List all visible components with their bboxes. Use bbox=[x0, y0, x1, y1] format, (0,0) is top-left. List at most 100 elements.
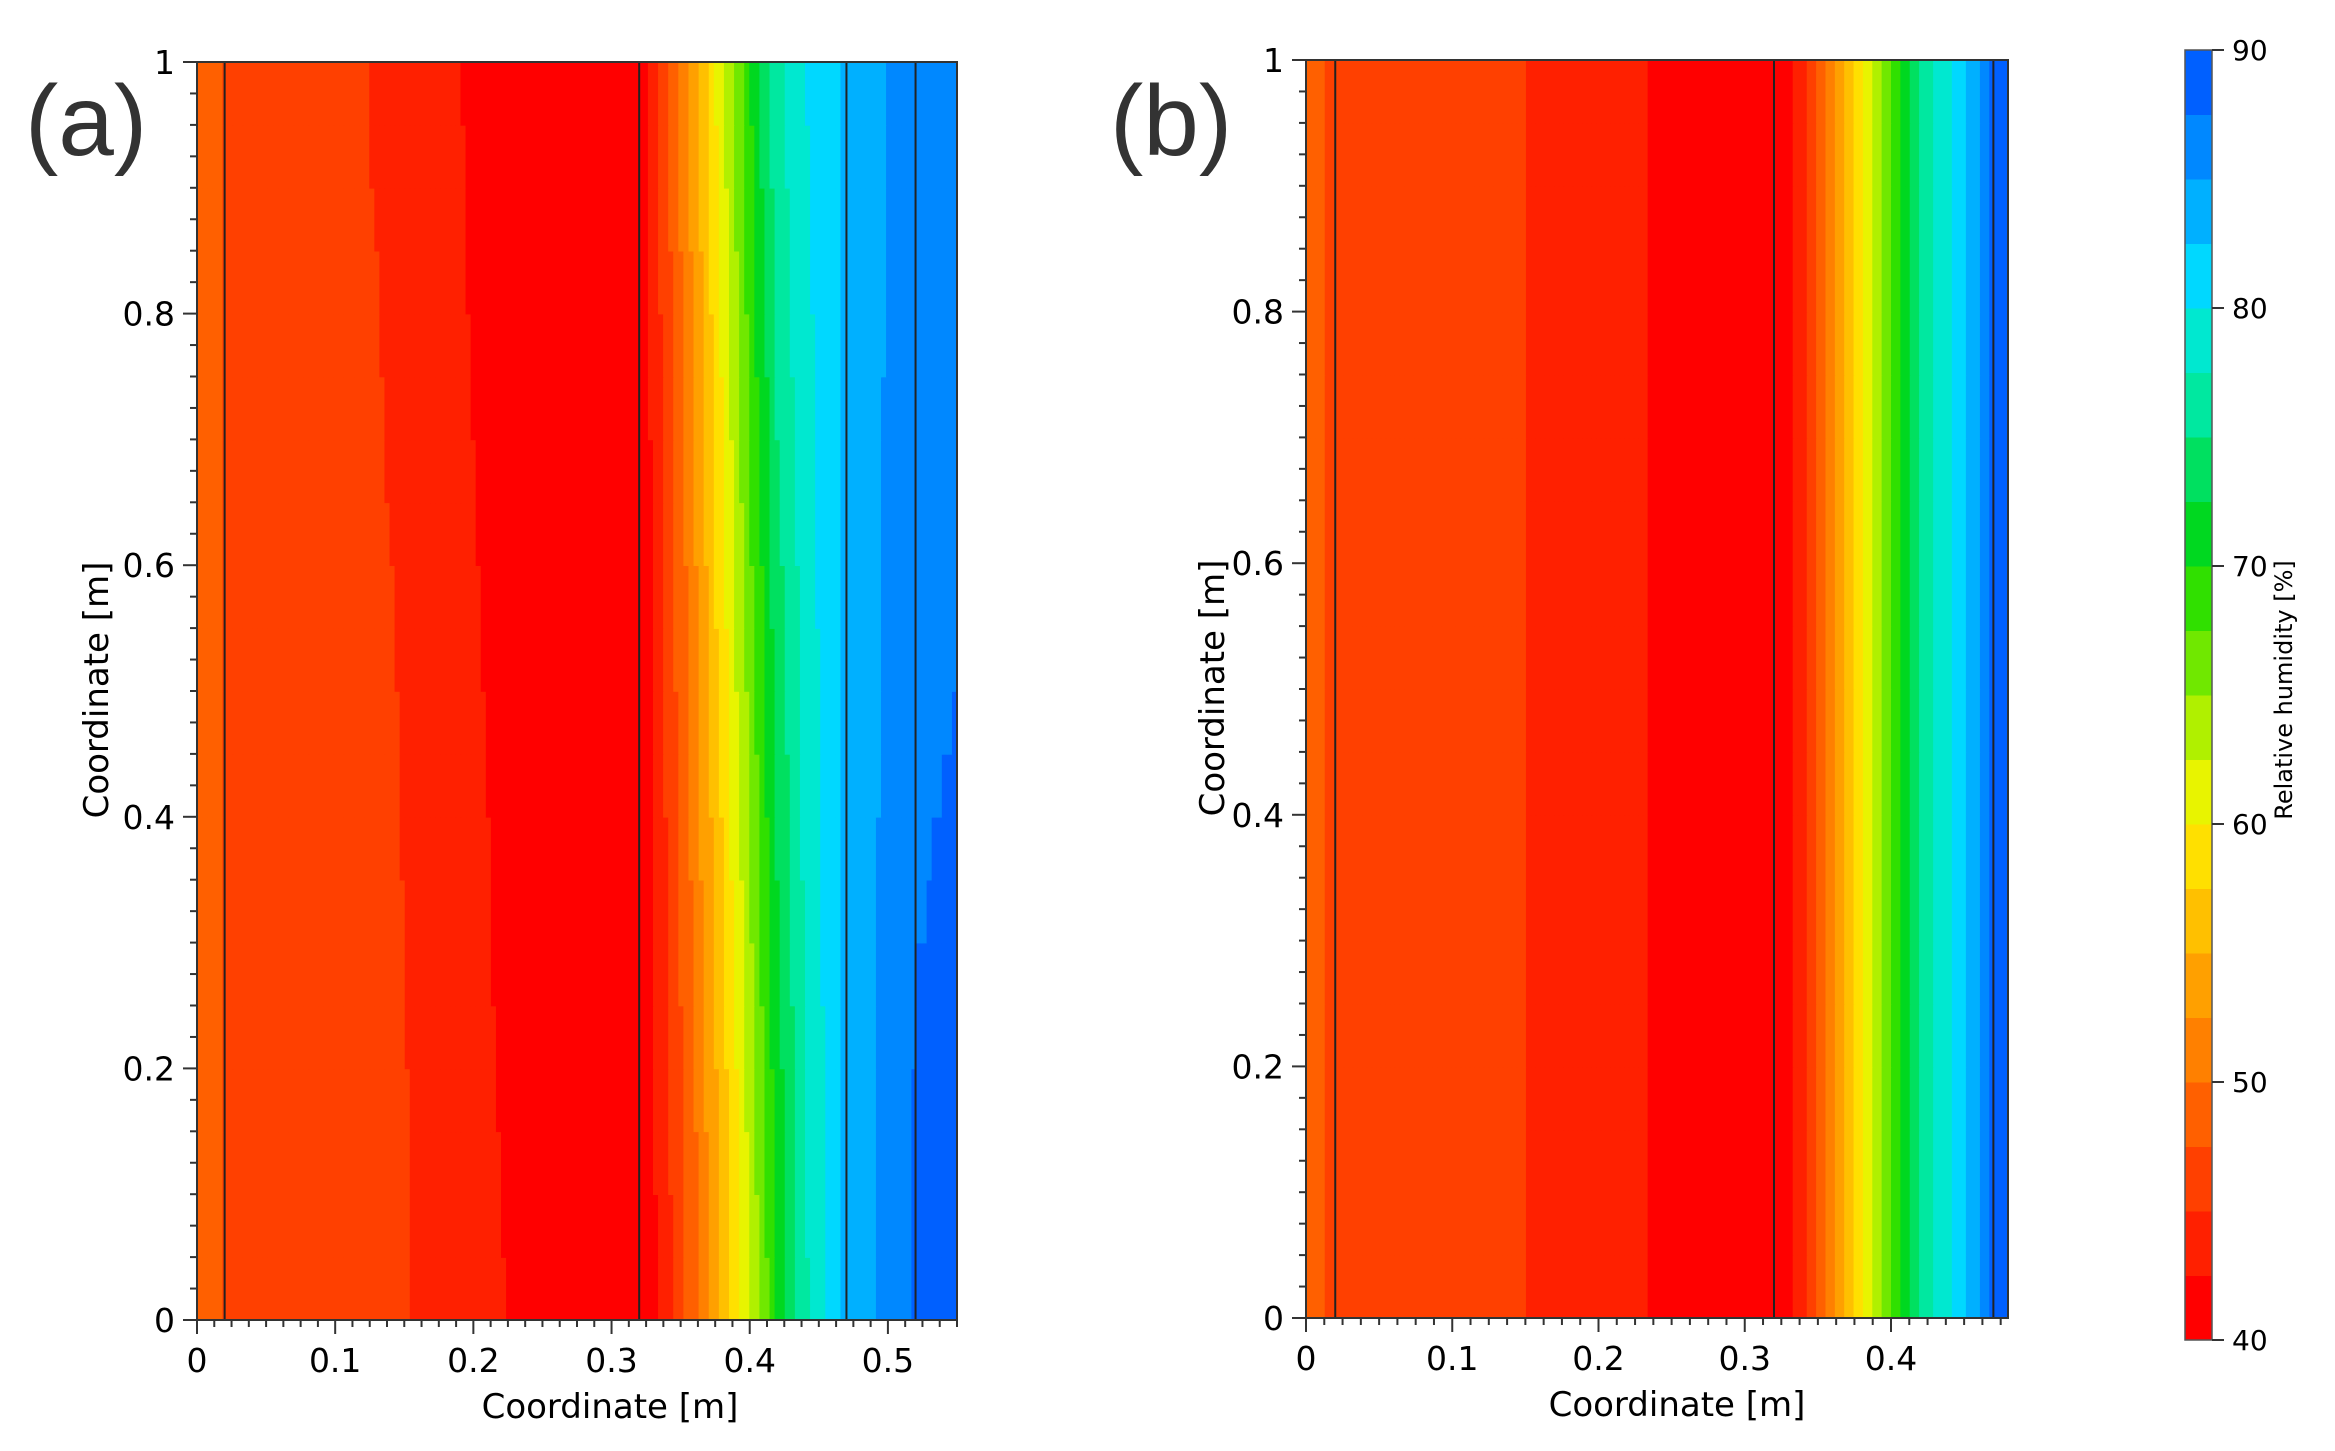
heatmap-cell bbox=[1474, 814, 1480, 879]
heatmap-cell bbox=[1713, 1192, 1719, 1256]
heatmap-cell bbox=[566, 62, 573, 126]
heatmap-cell bbox=[875, 1131, 882, 1195]
heatmap-cell bbox=[658, 313, 664, 378]
heatmap-cell bbox=[1320, 1255, 1326, 1318]
heatmap-cell bbox=[354, 1131, 360, 1195]
heatmap-cell bbox=[1956, 1003, 1962, 1068]
heatmap-cell bbox=[941, 942, 948, 1007]
heatmap-cell bbox=[338, 816, 345, 881]
heatmap-cell bbox=[207, 1131, 213, 1195]
heatmap-cell bbox=[825, 1194, 832, 1258]
heatmap-cell bbox=[1357, 563, 1363, 627]
heatmap-cell bbox=[425, 816, 431, 881]
heatmap-cell bbox=[607, 753, 614, 818]
heatmap-cell bbox=[566, 313, 573, 378]
heatmap-cell bbox=[1483, 563, 1490, 627]
heatmap-cell bbox=[1413, 1192, 1420, 1256]
heatmap-cell bbox=[1638, 1066, 1644, 1131]
heatmap-cell bbox=[364, 565, 371, 629]
heatmap-cell bbox=[592, 313, 599, 378]
heatmap-cell bbox=[906, 879, 913, 944]
heatmap-cell bbox=[394, 1068, 401, 1133]
heatmap-cell bbox=[1694, 877, 1700, 942]
heatmap-cell bbox=[1460, 877, 1466, 942]
heatmap-cell bbox=[1371, 940, 1377, 1005]
heatmap-cell bbox=[744, 1257, 751, 1320]
heatmap-cell bbox=[1563, 814, 1569, 879]
heatmap-cell bbox=[1675, 751, 1682, 816]
heatmap-cell bbox=[1956, 814, 1962, 879]
heatmap-cell bbox=[1839, 940, 1845, 1005]
heatmap-cell bbox=[658, 1068, 664, 1133]
heatmap-cell bbox=[1474, 751, 1480, 816]
heatmap-cell bbox=[946, 313, 953, 378]
heatmap-cell bbox=[379, 502, 386, 566]
heatmap-cell bbox=[1867, 689, 1874, 753]
heatmap-cell bbox=[359, 565, 365, 629]
heatmap-cell bbox=[1652, 751, 1658, 816]
heatmap-cell bbox=[1914, 1255, 1920, 1318]
heatmap-cell bbox=[1408, 626, 1415, 690]
heatmap-cell bbox=[886, 942, 892, 1007]
heatmap-cell bbox=[318, 628, 325, 692]
heatmap-cell bbox=[374, 1068, 381, 1133]
heatmap-cell bbox=[1792, 1066, 1799, 1131]
heatmap-cell bbox=[1610, 877, 1616, 942]
heatmap-cell bbox=[820, 816, 827, 881]
heatmap-cell bbox=[744, 628, 751, 692]
heatmap-cell bbox=[1947, 626, 1953, 690]
x-tick-label: 0 bbox=[187, 1341, 208, 1380]
heatmap-cell bbox=[830, 502, 837, 566]
heatmap-cell bbox=[288, 628, 295, 692]
heatmap-cell bbox=[1947, 1003, 1953, 1068]
heatmap-cell bbox=[1483, 940, 1490, 1005]
heatmap-cell bbox=[1778, 877, 1785, 942]
heatmap-cell bbox=[536, 1194, 543, 1258]
heatmap-cell bbox=[1614, 689, 1621, 753]
heatmap-cell bbox=[587, 376, 593, 441]
heatmap-cell bbox=[708, 628, 715, 692]
heatmap-cell bbox=[364, 1131, 371, 1195]
heatmap-cell bbox=[1914, 1003, 1920, 1068]
heatmap-cell bbox=[384, 187, 391, 252]
heatmap-cell bbox=[349, 250, 355, 315]
heatmap-cell bbox=[1437, 940, 1443, 1005]
heatmap-cell bbox=[739, 1068, 745, 1133]
heatmap-cell bbox=[1778, 1003, 1785, 1068]
heatmap-cell bbox=[1820, 1129, 1827, 1193]
heatmap-cell bbox=[1661, 563, 1668, 627]
heatmap-cell bbox=[242, 942, 249, 1007]
heatmap-cell bbox=[445, 942, 452, 1007]
heatmap-cell bbox=[1759, 1066, 1766, 1131]
heatmap-cell bbox=[1942, 626, 1948, 690]
heatmap-cell bbox=[698, 187, 705, 252]
heatmap-cell bbox=[713, 439, 720, 504]
heatmap-cell bbox=[577, 439, 583, 504]
heatmap-cell bbox=[1745, 751, 1752, 816]
heatmap-cell bbox=[389, 753, 396, 818]
heatmap-cell bbox=[1736, 1129, 1743, 1193]
heatmap-cell bbox=[354, 565, 360, 629]
heatmap-cell bbox=[1900, 1066, 1906, 1131]
heatmap-cell bbox=[1320, 626, 1326, 690]
heatmap-cell bbox=[815, 124, 821, 189]
heatmap-cell bbox=[1666, 751, 1672, 816]
heatmap-cell bbox=[379, 439, 386, 504]
heatmap-cell bbox=[850, 942, 857, 1007]
heatmap-cell bbox=[1441, 1129, 1448, 1193]
heatmap-cell bbox=[1853, 1129, 1860, 1193]
heatmap-cell bbox=[951, 942, 957, 1007]
heatmap-cell bbox=[318, 1005, 325, 1070]
heatmap-cell bbox=[946, 565, 953, 629]
heatmap-cell bbox=[1469, 1192, 1476, 1256]
heatmap-cell bbox=[1652, 500, 1658, 564]
heatmap-cell bbox=[663, 1257, 669, 1320]
heatmap-cell bbox=[1334, 940, 1340, 1005]
heatmap-cell bbox=[571, 753, 578, 818]
heatmap-cell bbox=[1900, 1255, 1906, 1318]
heatmap-cell bbox=[425, 1194, 431, 1258]
heatmap-cell bbox=[349, 376, 355, 441]
heatmap-cell bbox=[1310, 1003, 1317, 1068]
heatmap-cell bbox=[577, 376, 583, 441]
heatmap-cell bbox=[1937, 1255, 1944, 1318]
